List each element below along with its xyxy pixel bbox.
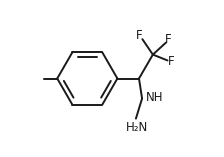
Text: H₂N: H₂N — [125, 121, 148, 134]
Text: NH: NH — [146, 91, 164, 104]
Text: F: F — [168, 55, 174, 68]
Text: F: F — [136, 29, 143, 42]
Text: F: F — [165, 33, 172, 46]
